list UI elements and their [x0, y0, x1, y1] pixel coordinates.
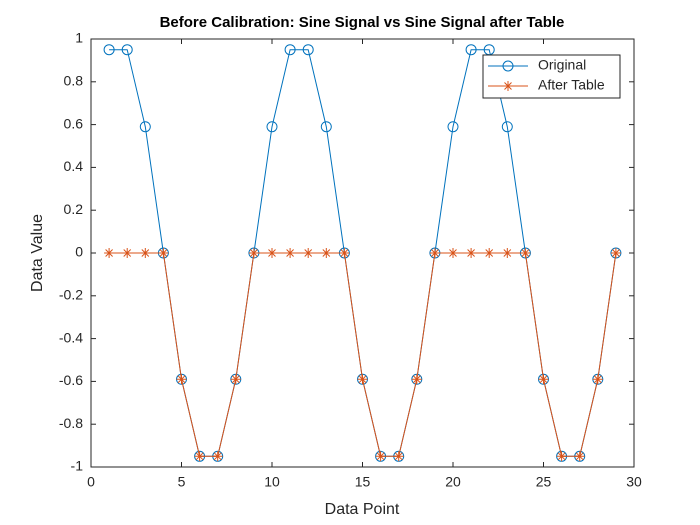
- marker: [538, 374, 549, 385]
- marker: [339, 248, 350, 258]
- marker: [465, 44, 477, 56]
- marker: [429, 248, 440, 258]
- x-tick-label: 15: [355, 474, 371, 490]
- x-tick-label: 10: [264, 474, 280, 490]
- marker: [574, 451, 585, 462]
- marker: [411, 374, 422, 385]
- marker: [176, 374, 187, 385]
- y-tick-label: 0: [75, 244, 83, 260]
- marker: [103, 44, 115, 56]
- marker: [121, 44, 133, 56]
- legend-marker: [502, 60, 514, 72]
- marker: [393, 451, 404, 462]
- marker: [122, 248, 133, 258]
- y-tick-label: -0.2: [59, 287, 83, 303]
- y-tick-label: -0.6: [59, 372, 83, 388]
- marker: [520, 248, 531, 258]
- y-tick-label: 0.2: [64, 201, 84, 217]
- marker: [303, 248, 314, 258]
- marker: [140, 248, 151, 258]
- marker: [104, 248, 115, 258]
- marker: [610, 248, 621, 258]
- y-tick-label: -0.8: [59, 415, 83, 431]
- plot-frame: [90, 38, 635, 468]
- y-tick-label: 0.6: [64, 115, 84, 131]
- legend-label: After Table: [538, 77, 605, 93]
- y-axis-label: Data Value: [29, 214, 46, 292]
- marker: [212, 451, 223, 462]
- marker: [592, 374, 603, 385]
- marker: [267, 248, 277, 258]
- marker: [502, 248, 513, 258]
- marker: [139, 121, 151, 133]
- marker: [158, 248, 169, 258]
- x-tick-label: 5: [178, 474, 186, 490]
- legend: Original After Table: [482, 54, 621, 99]
- marker: [447, 121, 459, 133]
- marker: [194, 451, 205, 462]
- marker: [285, 248, 296, 258]
- marker: [284, 44, 296, 56]
- y-tick-label: 0.8: [64, 73, 84, 89]
- marker: [248, 248, 259, 258]
- legend-box: [482, 54, 621, 99]
- marker: [556, 451, 567, 462]
- legend-label: Original: [538, 57, 586, 73]
- x-tick-label: 20: [445, 474, 461, 490]
- marker: [375, 451, 386, 462]
- y-tick-label: 1: [75, 30, 83, 46]
- x-tick-label: 0: [87, 474, 95, 490]
- marker: [321, 248, 332, 258]
- marker: [320, 121, 332, 133]
- marker: [302, 44, 314, 56]
- x-axis-label: Data Point: [325, 501, 400, 518]
- marker: [484, 248, 495, 258]
- x-tick-label: 25: [536, 474, 552, 490]
- marker: [448, 248, 458, 258]
- marker: [266, 121, 278, 133]
- x-tick-label: 30: [626, 474, 642, 490]
- y-tick-label: -0.4: [59, 329, 83, 345]
- marker: [501, 121, 513, 133]
- marker: [466, 248, 477, 258]
- legend-marker: [503, 81, 513, 91]
- y-tick-label: -1: [71, 458, 84, 474]
- chart-title: Before Calibration: Sine Signal vs Sine …: [160, 14, 565, 31]
- marker: [357, 374, 368, 385]
- marker: [230, 374, 241, 385]
- y-tick-label: 0.4: [64, 158, 84, 174]
